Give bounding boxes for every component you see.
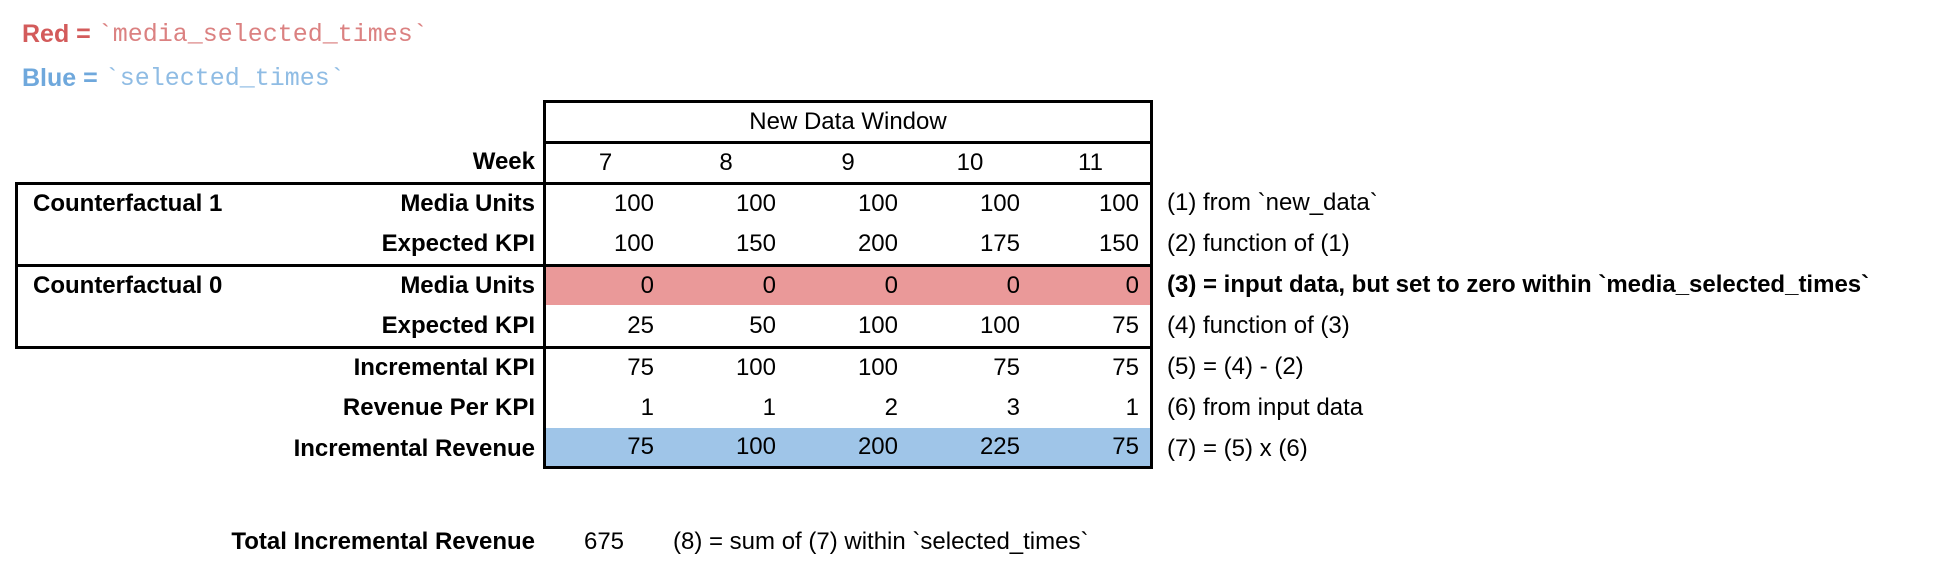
- annotation-8: (8) = sum of (7) within `selected_times`: [673, 527, 1089, 555]
- annotation-2: (2) function of (1): [1167, 229, 1350, 257]
- legend-red-code: `media_selected_times`: [97, 19, 428, 49]
- color-legend: Red = `media_selected_times` Blue = `sel…: [22, 12, 428, 100]
- media-selected-times-cell: 0: [1031, 264, 1153, 305]
- annotation-4: (4) function of (3): [1167, 311, 1350, 339]
- table-cell: 100: [787, 182, 909, 223]
- row-label: Revenue Per KPI: [342, 393, 535, 421]
- table-cell: 25: [543, 305, 665, 346]
- row-label: Incremental Revenue: [293, 434, 535, 462]
- row-label: Media Units: [400, 190, 535, 217]
- table-cell: 100: [857, 311, 898, 339]
- total-row: Total Incremental Revenue 675 (8) = sum …: [15, 521, 1960, 562]
- legend-blue-line: Blue = `selected_times`: [22, 56, 428, 100]
- table-cell: 100: [787, 346, 909, 387]
- selected-times-cell: 225: [909, 428, 1031, 469]
- row-label-revenue-per-kpi: Revenue Per KPI: [15, 387, 543, 428]
- table-cell: 150: [735, 229, 776, 257]
- table-cell: 100: [543, 182, 665, 223]
- annotation-6: (6) from input data: [1167, 393, 1364, 421]
- table-cell: 1: [1031, 387, 1153, 428]
- group-label-counterfactual-0: Counterfactual 0: [33, 272, 223, 299]
- counterfactual-table: New Data Window Week 7 8 9 10 11 Counter…: [15, 100, 1960, 469]
- row-label-incremental-revenue: Incremental Revenue: [15, 428, 543, 469]
- row-label: Incremental KPI: [353, 354, 535, 381]
- selected-times-cell: 75: [1031, 428, 1153, 469]
- annotation-3: (3) = input data, but set to zero within…: [1167, 270, 1870, 298]
- new-data-window-header: New Data Window: [543, 100, 1153, 141]
- legend-red-equals: =: [69, 19, 98, 48]
- row-label-cf0-expected-kpi: Expected KPI: [15, 305, 543, 346]
- annotation-5: (5) = (4) - (2): [1167, 352, 1304, 380]
- table-cell: 2: [884, 393, 898, 421]
- table-cell: 3: [1006, 393, 1020, 421]
- table-cell: 75: [543, 346, 665, 387]
- table-cell: 100: [665, 346, 787, 387]
- row-label: Media Units: [400, 272, 535, 299]
- week-9-header: 9: [787, 141, 909, 182]
- table-cell: 100: [1031, 182, 1153, 223]
- legend-blue-code: `selected_times`: [104, 63, 345, 93]
- media-selected-times-cell: 0: [787, 264, 909, 305]
- table-cell: 1: [762, 393, 776, 421]
- table-cell: 100: [543, 223, 665, 264]
- media-selected-times-cell: 0: [909, 264, 1031, 305]
- week-11-header: 11: [1031, 141, 1153, 182]
- selected-times-cell: 75: [543, 428, 665, 469]
- media-selected-times-cell: 0: [665, 264, 787, 305]
- row-label: Expected KPI: [381, 311, 535, 339]
- annotation-1: (1) from `new_data`: [1167, 188, 1378, 216]
- row-label-incremental-kpi: Incremental KPI: [15, 346, 543, 387]
- row-label-cf0-media-units: Counterfactual 0 Media Units: [15, 264, 543, 305]
- legend-blue-label: Blue: [22, 63, 77, 92]
- table-cell: 200: [857, 229, 898, 257]
- legend-red-label: Red: [22, 19, 70, 48]
- table-cell: 100: [665, 182, 787, 223]
- week-row-label-cell: Week: [15, 141, 543, 182]
- week-7-header: 7: [543, 141, 665, 182]
- annotation-7: (7) = (5) x (6): [1167, 434, 1308, 462]
- selected-times-cell: 100: [665, 428, 787, 469]
- selected-times-cell: 200: [787, 428, 909, 469]
- total-value: 675: [583, 527, 625, 555]
- table-cell: 75: [1031, 305, 1153, 346]
- week-8-header: 8: [665, 141, 787, 182]
- table-cell: 100: [909, 182, 1031, 223]
- total-label: Total Incremental Revenue: [231, 527, 535, 555]
- group-label-counterfactual-1: Counterfactual 1: [33, 190, 223, 217]
- week-label: Week: [472, 147, 535, 175]
- legend-blue-equals: =: [76, 63, 105, 92]
- legend-red-line: Red = `media_selected_times`: [22, 12, 428, 56]
- table-cell: 1: [543, 387, 665, 428]
- media-selected-times-cell: 0: [543, 264, 665, 305]
- week-10-header: 10: [909, 141, 1031, 182]
- table-cell: 75: [909, 346, 1031, 387]
- table-cell: 150: [1031, 223, 1153, 264]
- row-label-cf1-media-units: Counterfactual 1 Media Units: [15, 182, 543, 223]
- row-label: Expected KPI: [381, 229, 535, 257]
- table-cell: 175: [979, 229, 1020, 257]
- table-cell: 75: [1031, 346, 1153, 387]
- table-cell: 50: [749, 311, 776, 339]
- row-label-cf1-expected-kpi: Expected KPI: [15, 223, 543, 264]
- table-cell: 100: [979, 311, 1020, 339]
